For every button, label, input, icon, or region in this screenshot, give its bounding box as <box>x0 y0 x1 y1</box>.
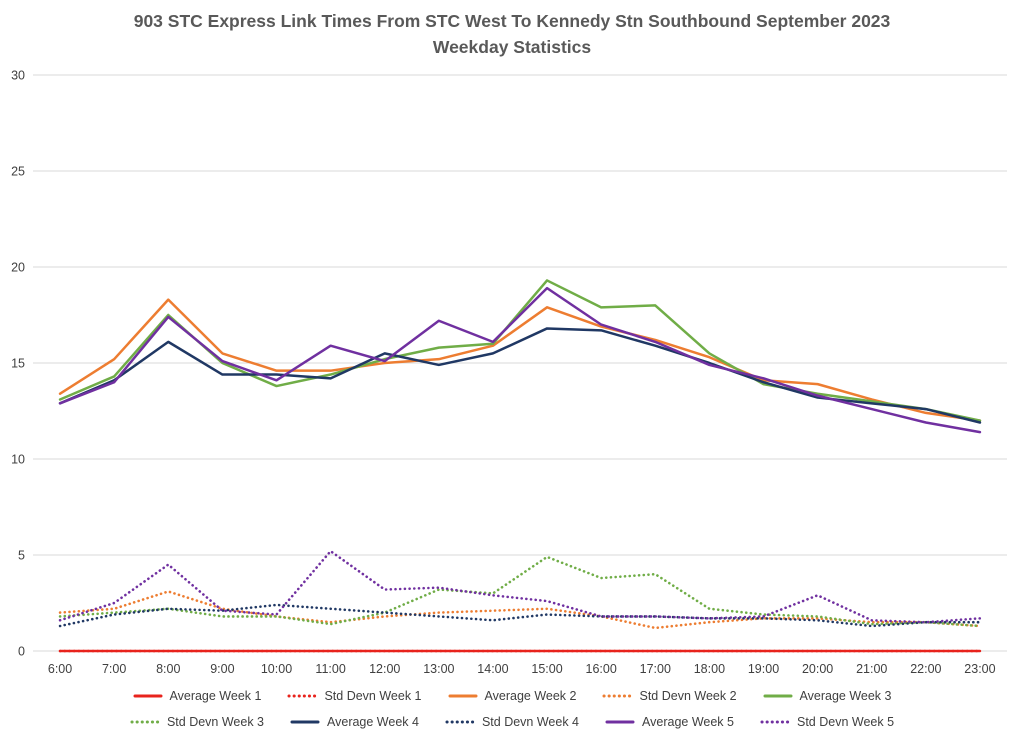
x-axis-tick-label: 10:00 <box>261 662 292 676</box>
x-axis-tick-label: 18:00 <box>694 662 725 676</box>
y-axis-tick-label: 5 <box>18 549 25 563</box>
legend-label: Average Week 4 <box>327 715 419 729</box>
x-axis-tick-label: 20:00 <box>802 662 833 676</box>
legend-item: Std Devn Week 5 <box>760 715 894 729</box>
legend-dotted-line-icon <box>130 720 160 724</box>
legend-solid-line-icon <box>290 720 320 724</box>
legend-label: Std Devn Week 3 <box>166 715 264 729</box>
y-axis-tick-label: 0 <box>18 645 25 659</box>
legend-solid-line-icon <box>448 694 478 698</box>
x-axis-tick-label: 16:00 <box>586 662 617 676</box>
series-line-std-devn-week-2 <box>58 590 982 630</box>
x-axis-tick-label: 13:00 <box>423 662 454 676</box>
chart-subtitle: Weekday Statistics <box>432 37 592 57</box>
x-axis-tick-label: 9:00 <box>210 662 234 676</box>
series-line-std-devn-week-4 <box>58 603 982 628</box>
chart-title-block: 903 STC Express Link Times From STC West… <box>0 8 1024 60</box>
legend-item: Std Devn Week 2 <box>602 689 737 703</box>
legend-dotted-line-icon <box>287 694 317 698</box>
legend-label: Average Week 3 <box>799 689 892 703</box>
x-axis-tick-label: 19:00 <box>748 662 779 676</box>
legend-label: Std Devn Week 5 <box>796 715 895 729</box>
series-line-std-devn-week-3 <box>58 555 982 628</box>
x-axis-tick-label: 11:00 <box>315 662 345 676</box>
x-axis-tick-label: 23:00 <box>964 662 995 676</box>
legend-item: Average Week 2 <box>448 689 577 703</box>
y-axis-tick-label: 15 <box>11 357 25 371</box>
y-axis-tick-label: 30 <box>11 69 25 83</box>
series-line-average-week-5 <box>58 286 982 434</box>
legend-solid-line-icon <box>605 720 635 724</box>
x-axis-tick-label: 7:00 <box>102 662 126 676</box>
legend-label: Average Week 5 <box>642 715 734 729</box>
x-axis-tick-label: 12:00 <box>369 662 400 676</box>
chart-legend-row-1: Average Week 1 Std Devn Week 1 Average Wee… <box>0 689 1024 703</box>
x-axis-tick-label: 21:00 <box>856 662 887 676</box>
legend-dotted-line-icon <box>445 720 475 724</box>
chart-title: 903 STC Express Link Times From STC West… <box>133 11 891 31</box>
series-line-average-week-2 <box>58 298 982 422</box>
legend-label: Average Week 1 <box>169 689 262 703</box>
legend-item: Std Devn Week 3 <box>130 715 264 729</box>
x-axis-tick-label: 15:00 <box>531 662 562 676</box>
legend-item: Average Week 5 <box>605 715 734 729</box>
legend-solid-line-icon <box>763 694 793 698</box>
legend-label: Average Week 2 <box>484 689 577 703</box>
y-axis-tick-label: 20 <box>11 261 25 275</box>
legend-item: Std Devn Week 4 <box>445 715 579 729</box>
legend-item: Average Week 4 <box>290 715 419 729</box>
legend-item: Average Week 1 <box>133 689 262 703</box>
legend-dotted-line-icon <box>602 694 632 698</box>
x-axis-tick-label: 8:00 <box>156 662 180 676</box>
legend-item: Std Devn Week 1 <box>287 689 422 703</box>
legend-label: Std Devn Week 4 <box>481 715 580 729</box>
x-axis-tick-label: 6:00 <box>48 662 72 676</box>
y-axis-tick-label: 10 <box>11 453 25 467</box>
legend-label: Std Devn Week 2 <box>639 689 737 703</box>
series-line-std-devn-week-5 <box>58 549 982 624</box>
legend-dotted-line-icon <box>760 720 790 724</box>
chart-legend-row-2: Std Devn Week 3 Average Week 4 Std Devn We… <box>0 715 1024 729</box>
x-axis-tick-label: 22:00 <box>910 662 941 676</box>
legend-item: Average Week 3 <box>763 689 892 703</box>
x-axis-tick-label: 14:00 <box>477 662 508 676</box>
y-axis-tick-label: 25 <box>11 165 25 179</box>
legend-label: Std Devn Week 1 <box>324 689 422 703</box>
x-axis-tick-label: 17:00 <box>640 662 671 676</box>
legend-solid-line-icon <box>133 694 162 698</box>
